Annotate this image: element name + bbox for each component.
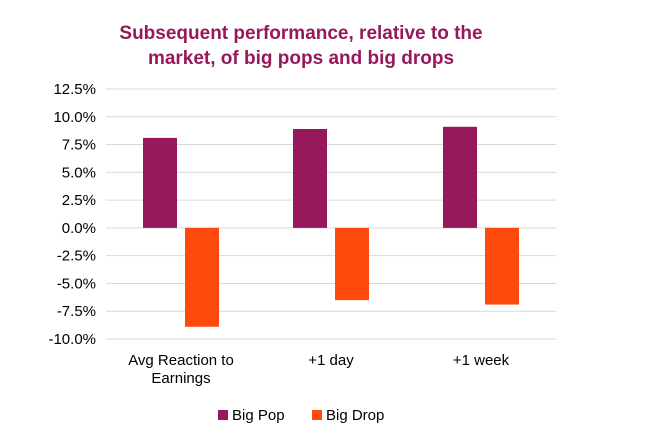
legend-swatch (312, 410, 322, 420)
y-tick-label: 10.0% (53, 109, 96, 126)
y-tick-label: -7.5% (57, 303, 96, 320)
y-tick-label: 5.0% (62, 164, 96, 181)
legend-label: Big Pop (232, 407, 285, 424)
bar-big-pop (443, 126, 477, 228)
y-tick-label: 12.5% (53, 81, 96, 98)
x-category-label: Earnings (151, 370, 210, 387)
bar-big-pop (293, 129, 327, 228)
x-category-label: +1 week (453, 352, 510, 369)
y-tick-label: 0.0% (62, 220, 96, 237)
bar-big-drop (485, 227, 519, 305)
bar-big-pop (143, 137, 177, 228)
bar-big-drop (185, 227, 219, 327)
chart-title: Subsequent performance, relative to the (119, 23, 482, 44)
y-tick-label: -10.0% (48, 331, 96, 348)
bar-big-drop (335, 227, 369, 301)
y-tick-label: -5.0% (57, 275, 96, 292)
legend-swatch (218, 410, 228, 420)
y-tick-label: 2.5% (62, 192, 96, 209)
y-tick-label: 7.5% (62, 137, 96, 154)
legend-label: Big Drop (326, 407, 384, 424)
x-category-label: +1 day (308, 352, 354, 369)
chart-title: market, of big pops and big drops (148, 48, 454, 69)
x-category-label: Avg Reaction to (128, 352, 234, 369)
y-tick-label: -2.5% (57, 248, 96, 265)
